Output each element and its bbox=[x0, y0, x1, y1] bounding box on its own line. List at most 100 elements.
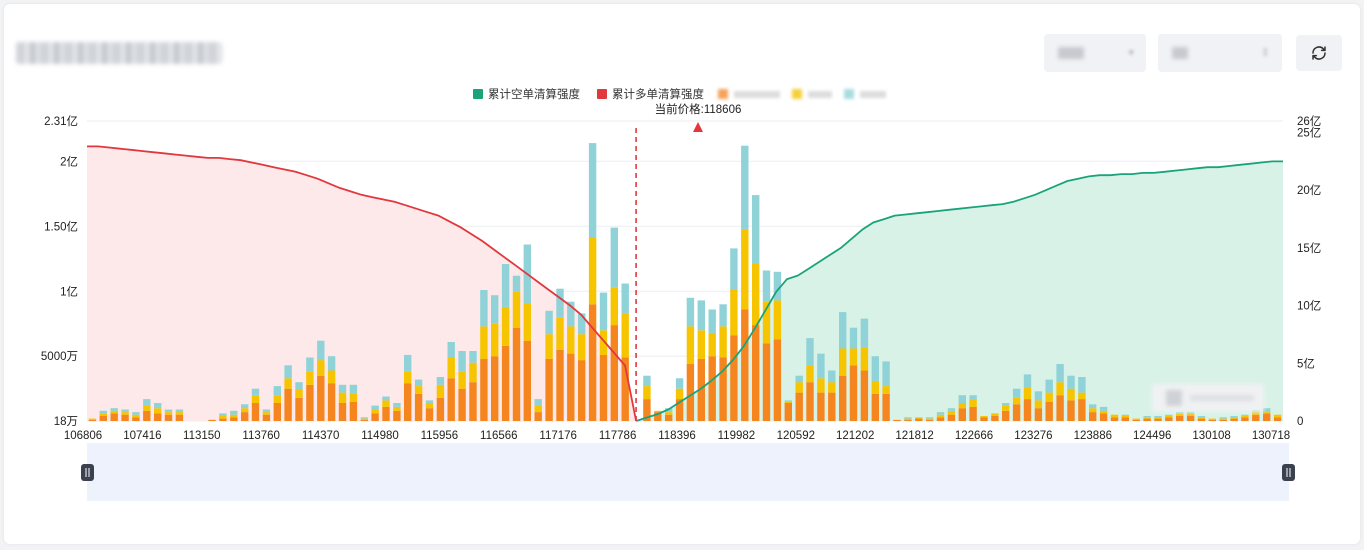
bar-segment-3 bbox=[164, 409, 173, 413]
bar-segment-1 bbox=[1208, 419, 1216, 421]
x-tick-label: 118396 bbox=[658, 430, 696, 442]
bar-segment-1 bbox=[251, 403, 260, 421]
bar-segment-1 bbox=[208, 419, 216, 421]
bar-segment-1 bbox=[262, 414, 271, 421]
bar-segment-1 bbox=[230, 417, 238, 421]
bar-segment-1 bbox=[1241, 417, 1249, 421]
bar-segment-3 bbox=[338, 384, 347, 393]
bar-segment-3 bbox=[414, 379, 423, 387]
bar-segment-2 bbox=[839, 348, 847, 376]
symbol-select-value bbox=[1172, 47, 1188, 59]
bar-segment-2 bbox=[338, 392, 347, 403]
bar-segment-1 bbox=[1067, 400, 1075, 421]
bar-segment-2 bbox=[491, 323, 499, 357]
bar-segment-2 bbox=[567, 326, 575, 354]
bar-segment-2 bbox=[501, 306, 510, 346]
bar-segment-3 bbox=[1186, 412, 1195, 414]
bar-segment-1 bbox=[1252, 414, 1260, 421]
bar-segment-2 bbox=[1208, 418, 1216, 420]
bar-segment-2 bbox=[132, 414, 140, 418]
bar-segment-1 bbox=[969, 406, 977, 421]
bar-segment-1 bbox=[349, 401, 358, 421]
bar-segment-2 bbox=[154, 408, 162, 414]
bar-segment-2 bbox=[958, 403, 966, 409]
short-area bbox=[636, 161, 1283, 421]
bar-segment-2 bbox=[88, 418, 97, 420]
bar-segment-1 bbox=[154, 413, 162, 421]
bar-segment-3 bbox=[501, 264, 510, 307]
bar-segment-2 bbox=[1012, 397, 1021, 405]
bar-segment-2 bbox=[947, 410, 956, 415]
bar-segment-2 bbox=[512, 291, 521, 328]
bar-segment-1 bbox=[338, 403, 347, 421]
bar-segment-3 bbox=[154, 403, 162, 409]
bar-segment-2 bbox=[762, 301, 771, 344]
bar-segment-2 bbox=[360, 418, 368, 420]
refresh-button[interactable] bbox=[1296, 35, 1342, 71]
data-zoom-slider[interactable] bbox=[81, 443, 1295, 501]
bar-segment-3 bbox=[1154, 416, 1162, 418]
bar-segment-3 bbox=[273, 386, 281, 396]
legend-item-blurred-3[interactable] bbox=[844, 89, 886, 99]
bar-segment-1 bbox=[1132, 419, 1140, 421]
current-price-marker: 当前价格:118606 bbox=[635, 102, 741, 421]
bar-segment-3 bbox=[643, 375, 651, 387]
bar-segment-1 bbox=[958, 408, 966, 421]
bar-segment-3 bbox=[730, 248, 738, 290]
bar-segment-2 bbox=[1121, 416, 1129, 418]
bar-segment-1 bbox=[284, 388, 292, 421]
y-left-tick-label: 2亿 bbox=[60, 155, 78, 168]
legend-item-blurred-1[interactable] bbox=[718, 89, 780, 99]
bar-segment-3 bbox=[621, 283, 629, 314]
bar-segment-1 bbox=[730, 335, 738, 421]
bar-segment-1 bbox=[175, 414, 184, 421]
bar-segment-3 bbox=[393, 403, 401, 407]
bar-segment-2 bbox=[284, 378, 292, 389]
zoom-handle-right[interactable] bbox=[1282, 464, 1295, 481]
bar-segment-3 bbox=[1023, 374, 1032, 388]
symbol-select[interactable]: ⇕ bbox=[1158, 34, 1282, 72]
bar-segment-3 bbox=[839, 312, 847, 349]
bar-segment-1 bbox=[327, 383, 336, 421]
bar-segment-2 bbox=[719, 326, 727, 358]
bar-segment-3 bbox=[1099, 406, 1108, 411]
bar-segment-2 bbox=[1197, 417, 1206, 419]
legend-item-blurred-2[interactable] bbox=[792, 89, 832, 99]
bar-segment-1 bbox=[121, 414, 129, 421]
bar-segment-1 bbox=[980, 417, 988, 421]
bar-segment-2 bbox=[610, 287, 618, 326]
bar-segment-1 bbox=[893, 419, 901, 421]
bar-segment-1 bbox=[708, 356, 716, 421]
bar-segment-3 bbox=[1241, 414, 1249, 416]
bar-segment-2 bbox=[121, 412, 129, 415]
bar-segment-3 bbox=[447, 342, 455, 358]
x-tick-label: 124496 bbox=[1133, 430, 1171, 442]
x-tick-label: 116566 bbox=[480, 430, 518, 442]
bar-segment-1 bbox=[752, 325, 760, 421]
bar-segment-1 bbox=[1002, 410, 1010, 421]
bar-segment-2 bbox=[991, 413, 999, 416]
bar-segment-1 bbox=[588, 304, 597, 421]
exchange-select[interactable]: ▾ bbox=[1044, 34, 1146, 72]
bar-segment-2 bbox=[1067, 388, 1075, 401]
legend-label-long[interactable]: 累计多单清算强度 bbox=[612, 87, 704, 101]
bar-segment-2 bbox=[1078, 392, 1086, 400]
bar-segment-1 bbox=[425, 408, 434, 421]
bar-segment-1 bbox=[654, 412, 662, 421]
bar-segment-3 bbox=[719, 304, 727, 327]
bar-segment-1 bbox=[88, 419, 97, 421]
bar-segment-1 bbox=[686, 364, 695, 421]
long-area bbox=[87, 146, 637, 421]
bar-segment-3 bbox=[360, 417, 368, 419]
x-tick-label: 119982 bbox=[718, 430, 756, 442]
bar-segment-3 bbox=[578, 313, 586, 335]
zoom-handle-left[interactable] bbox=[81, 464, 94, 481]
zoom-range-area[interactable] bbox=[87, 443, 1289, 501]
bar-segment-2 bbox=[110, 410, 118, 414]
bar-segment-3 bbox=[1002, 403, 1010, 406]
legend-label-short[interactable]: 累计空单清算强度 bbox=[488, 87, 580, 101]
bar-segment-2 bbox=[230, 414, 238, 418]
bar-segment-1 bbox=[817, 392, 825, 421]
bar-segment-1 bbox=[1121, 417, 1129, 421]
